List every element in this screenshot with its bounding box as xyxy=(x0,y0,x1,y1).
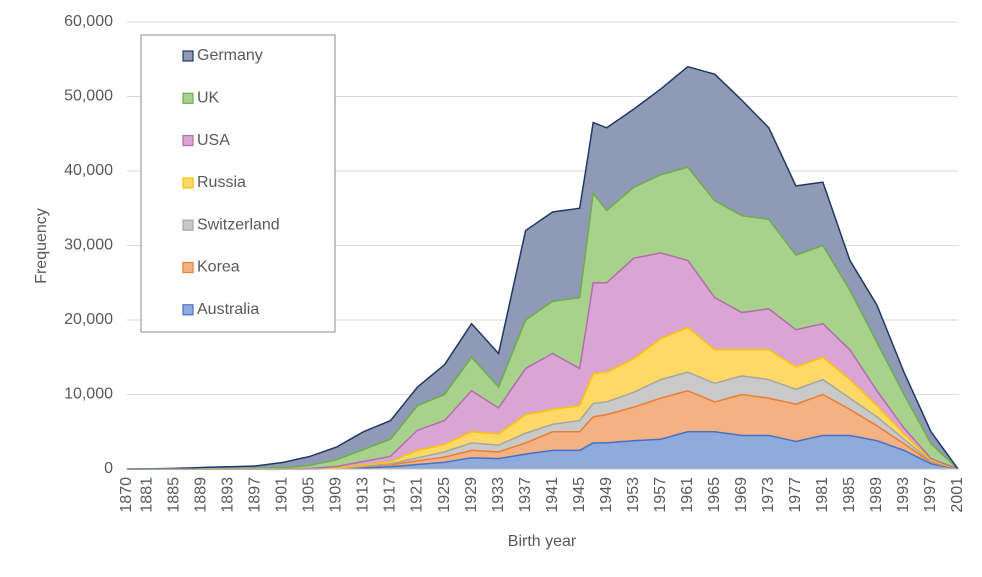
area xyxy=(127,390,958,469)
y-tick-label: 60,000 xyxy=(64,13,113,30)
legend-swatch xyxy=(182,92,194,104)
x-tick-label: 1941 xyxy=(544,477,561,513)
x-tick-label: 1961 xyxy=(679,477,696,513)
area xyxy=(127,252,958,469)
x-tick-label: 1881 xyxy=(138,477,155,513)
legend-swatch xyxy=(182,304,194,316)
legend-label: Australia xyxy=(197,301,259,318)
area xyxy=(127,431,958,469)
x-tick-label: 2001 xyxy=(949,477,966,513)
x-tick-label: 1933 xyxy=(490,477,507,513)
y-tick-label: 20,000 xyxy=(64,311,113,328)
y-axis-title: Frequency xyxy=(33,208,50,284)
area xyxy=(127,327,958,469)
legend-swatch xyxy=(182,219,194,231)
x-tick-label: 1909 xyxy=(328,477,345,513)
x-tick-label: 1917 xyxy=(382,477,399,513)
legend-swatch xyxy=(182,177,194,189)
x-tick-label: 1965 xyxy=(706,477,723,513)
legend-label: Switzerland xyxy=(197,216,280,233)
x-tick-label: 1945 xyxy=(571,477,588,513)
x-tick-label: 1937 xyxy=(517,477,534,513)
x-tick-label: 1981 xyxy=(814,477,831,513)
x-tick-label: 1921 xyxy=(409,477,426,513)
x-tick-label: 1925 xyxy=(436,477,453,513)
x-tick-label: 1997 xyxy=(922,477,939,513)
x-tick-label: 1977 xyxy=(787,477,804,513)
x-tick-label: 1973 xyxy=(760,477,777,513)
y-tick-label: 0 xyxy=(104,460,113,477)
y-tick-label: 10,000 xyxy=(64,386,113,403)
legend-label: UK xyxy=(197,90,220,107)
x-axis-title: Birth year xyxy=(508,533,577,550)
legend-swatch xyxy=(182,135,194,147)
x-tick-label: 1953 xyxy=(625,477,642,513)
legend-label: Russia xyxy=(197,174,246,191)
x-tick-label: 1957 xyxy=(652,477,669,513)
legend-label: Germany xyxy=(197,47,263,64)
y-tick-label: 30,000 xyxy=(64,237,113,254)
x-tick-label: 1989 xyxy=(868,477,885,513)
x-tick-label: 1929 xyxy=(463,477,480,513)
x-tick-label: 1949 xyxy=(598,477,615,513)
x-tick-label: 1913 xyxy=(355,477,372,513)
x-tick-label: 1885 xyxy=(166,477,183,513)
y-tick-label: 40,000 xyxy=(64,162,113,179)
area xyxy=(127,66,958,469)
x-tick-label: 1969 xyxy=(733,477,750,513)
x-tick-label: 1905 xyxy=(301,477,318,513)
x-tick-label: 1897 xyxy=(247,477,264,513)
area-edge xyxy=(126,65,959,470)
x-tick-label: 1889 xyxy=(193,477,210,513)
area-edge xyxy=(127,166,959,470)
legend-label: USA xyxy=(197,132,230,149)
legend: Australia Korea Switzerland Russia USA UK Germ… xyxy=(140,34,336,333)
x-tick-label: 1901 xyxy=(274,477,291,513)
x-tick-label: 1993 xyxy=(895,477,912,513)
legend-label: Korea xyxy=(197,259,240,276)
area xyxy=(127,167,958,469)
x-tick-label: 1870 xyxy=(118,477,135,513)
legend-swatch xyxy=(182,261,194,274)
legend-swatch xyxy=(182,50,194,62)
y-tick-label: 50,000 xyxy=(64,88,113,105)
x-tick-label: 1893 xyxy=(220,477,237,513)
x-tick-label: 1985 xyxy=(841,477,858,513)
legend-box xyxy=(140,34,336,333)
